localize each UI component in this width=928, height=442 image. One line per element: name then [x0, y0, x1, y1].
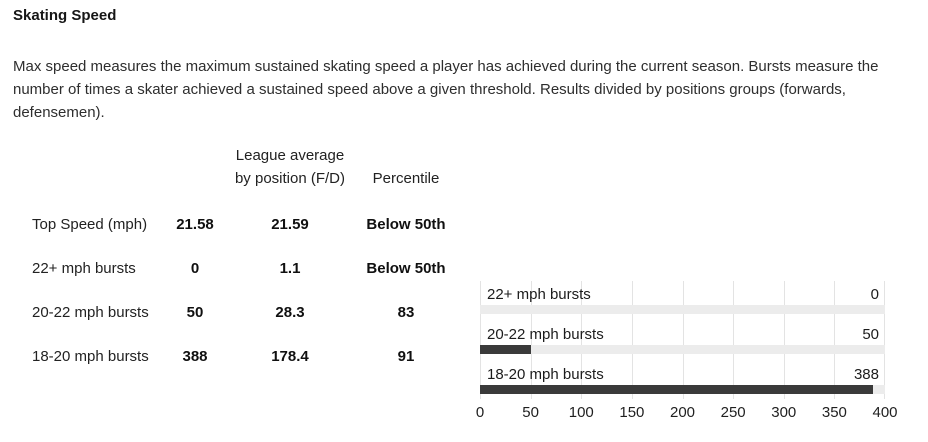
bar-value-label: 50 — [862, 325, 879, 343]
gridline — [834, 281, 836, 399]
table-row: 20-22 mph bursts 50 28.3 83 — [13, 290, 462, 334]
percentile-value: Below 50th — [366, 215, 446, 233]
player-value: 0 — [190, 259, 200, 277]
bar-label-line: 20-22 mph bursts 50 — [480, 323, 885, 345]
header-league-average-line2: by position (F/D) — [234, 170, 346, 187]
x-tick-label: 50 — [522, 404, 539, 421]
player-value: 50 — [186, 303, 204, 321]
header-league-average-line1: League average — [235, 147, 345, 164]
bar-track — [480, 345, 885, 354]
bar-category-label: 20-22 mph bursts — [487, 325, 604, 343]
gridline — [530, 281, 532, 399]
chart-plot-area: 22+ mph bursts 0 20-22 mph bursts 50 — [480, 281, 885, 399]
x-axis: 0 50 100 150 200 250 300 350 400 — [476, 404, 898, 422]
x-tick-label: 300 — [771, 404, 797, 421]
bar-value-label: 388 — [853, 365, 879, 383]
x-tick-label: 200 — [669, 404, 696, 421]
metric-label: 22+ mph bursts — [32, 259, 136, 277]
section-title: Skating Speed — [13, 7, 117, 24]
gridline — [480, 281, 481, 399]
x-tick-label: 0 — [475, 404, 485, 421]
x-tick-label: 150 — [619, 404, 645, 421]
header-metric-blank — [13, 138, 160, 202]
player-value: 21.58 — [176, 215, 214, 233]
x-tick-label: 250 — [720, 404, 746, 421]
gridline — [631, 281, 633, 399]
header-percentile: Percentile — [372, 170, 440, 187]
bar-value-label: 0 — [870, 285, 879, 303]
gridline — [682, 281, 684, 399]
table-header-row: League average by position (F/D) Percent… — [13, 138, 462, 202]
bar-track — [480, 385, 885, 394]
bar-row: 22+ mph bursts 0 — [480, 283, 885, 314]
table-row: Top Speed (mph) 21.58 21.59 Below 50th — [13, 202, 462, 246]
bar-fill — [480, 385, 873, 394]
league-average-value: 178.4 — [271, 347, 309, 365]
table-row: 18-20 mph bursts 388 178.4 91 — [13, 334, 462, 378]
bar-track — [480, 305, 885, 314]
metric-label: 18-20 mph bursts — [32, 347, 149, 365]
gridline — [783, 281, 785, 399]
metric-label: Top Speed (mph) — [32, 215, 148, 233]
bar-category-label: 18-20 mph bursts — [487, 365, 604, 383]
bar-row: 20-22 mph bursts 50 — [480, 323, 885, 354]
gridline — [581, 281, 583, 399]
x-tick-label: 100 — [568, 404, 594, 421]
header-player-value-blank — [160, 138, 230, 202]
bar-category-label: 22+ mph bursts — [487, 285, 591, 303]
x-tick-label: 400 — [872, 404, 898, 421]
player-value: 388 — [182, 347, 208, 365]
league-average-value: 28.3 — [275, 303, 305, 321]
percentile-value: 91 — [397, 347, 415, 365]
bar-row: 18-20 mph bursts 388 — [480, 363, 885, 394]
percentile-value: 83 — [397, 303, 415, 321]
section-description: Max speed measures the maximum sustained… — [13, 58, 879, 121]
skating-stats-table: League average by position (F/D) Percent… — [13, 138, 462, 378]
percentile-value: Below 50th — [366, 259, 446, 277]
table-row: 22+ mph bursts 0 1.1 Below 50th — [13, 246, 462, 290]
league-average-value: 21.59 — [271, 215, 309, 233]
header-league-average: League average by position (F/D) — [230, 138, 350, 202]
bar-fill — [480, 345, 531, 354]
metric-label: 20-22 mph bursts — [32, 303, 149, 321]
bar-label-line: 22+ mph bursts 0 — [480, 283, 885, 305]
gridline — [884, 281, 885, 399]
bursts-bar-chart: 22+ mph bursts 0 20-22 mph bursts 50 — [476, 281, 898, 422]
gridlines — [480, 281, 885, 399]
gridline — [733, 281, 735, 399]
bar-label-line: 18-20 mph bursts 388 — [480, 363, 885, 385]
x-tick-label: 350 — [821, 404, 847, 421]
league-average-value: 1.1 — [279, 259, 301, 277]
